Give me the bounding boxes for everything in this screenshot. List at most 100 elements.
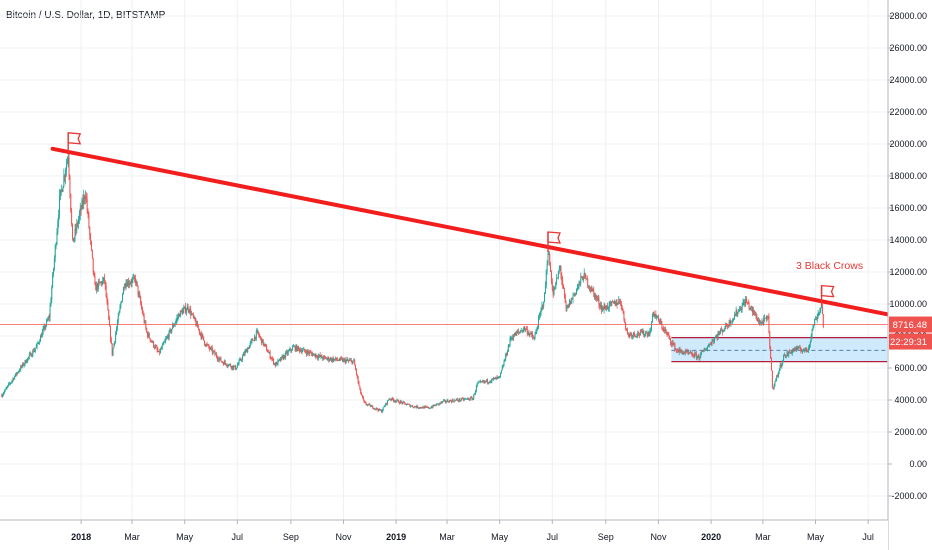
candle-up [327,357,329,359]
candle-up [730,321,732,325]
candle-down [646,332,648,336]
candle-down [150,340,152,342]
candle-up [811,329,813,337]
candle-down [447,400,449,402]
candle-up [201,334,203,338]
candle-down [272,358,274,360]
candle-down [394,400,396,402]
candle-up [615,302,617,306]
candle-down [386,402,388,404]
candle-down [85,196,87,200]
candle-down [282,356,284,360]
candle-up [419,407,421,408]
candle-down [146,328,148,333]
candle-down [552,289,554,295]
candle-down [195,320,197,326]
candle-down [784,354,786,358]
candle-up [688,352,690,354]
candle-up [78,214,80,220]
candle-down [731,321,733,323]
candle-up [632,335,634,337]
candle-down [532,336,534,339]
candle-up [41,331,43,338]
candle-down [314,353,316,357]
candle-up [699,357,701,359]
candle-up [191,313,193,316]
candle-down [221,361,223,363]
candle-down [746,302,748,304]
candle-down [172,325,174,327]
candle-up [171,329,173,333]
candle-down [372,405,374,409]
y-tick-label: 14000.00 [889,235,927,245]
candle-down [103,277,105,281]
candle-up [219,357,221,359]
candle-up [281,356,283,358]
candle-down [109,326,111,340]
candle-down [605,308,607,310]
candle-up [63,175,65,187]
candle-down [787,352,789,356]
candle-down [689,352,691,354]
candle-up [59,195,61,215]
candle-up [399,401,401,404]
candle-up [320,355,322,357]
candle-down [425,406,427,408]
candle-up [76,222,78,231]
candle-up [133,276,135,279]
candle-down [136,281,138,286]
candle-down [800,349,802,351]
candle-up [735,310,737,316]
candle-down [147,332,149,337]
candle-down [614,301,616,306]
candle-up [738,309,740,313]
candle-up [818,312,820,314]
candle-down [243,353,245,355]
candle-up [438,402,440,405]
candle-up [645,332,647,335]
candle-down [407,404,409,405]
candle-down [626,330,628,334]
candle-up [535,331,537,335]
candle-up [803,349,805,351]
candle-up [566,307,568,309]
candle-down [91,249,93,259]
candle-up [387,399,389,401]
candle-down [88,214,90,228]
candle-up [121,301,123,303]
candle-down [397,399,399,401]
candle-down [366,404,368,406]
candle-up [229,364,231,366]
candle-down [679,349,681,351]
candle-up [385,402,387,406]
candle-down [98,281,100,283]
candle-down [323,356,325,358]
candle-up [429,408,431,409]
candle-down [757,320,759,322]
candle-down [148,333,150,339]
candle-down [95,284,97,291]
candle-up [650,330,652,332]
candle-up [466,398,468,400]
y-tick-label: 16000.00 [889,203,927,213]
candle-down [681,350,683,353]
candle-up [119,306,121,312]
candle-down [97,284,99,289]
candle-down [264,344,266,345]
candle-down [359,385,361,389]
candle-down [248,348,250,350]
candle-up [116,328,118,334]
candle-down [185,306,187,313]
flag-icon [547,231,561,252]
candle-down [796,347,798,350]
candle-up [416,405,418,408]
candle-up [56,232,58,244]
candle-up [739,308,741,310]
candle-up [52,274,54,288]
candle-up [556,277,558,283]
candle-up [128,283,130,285]
candle-up [244,351,246,355]
candle-down [433,404,435,406]
candle-down [80,208,82,210]
